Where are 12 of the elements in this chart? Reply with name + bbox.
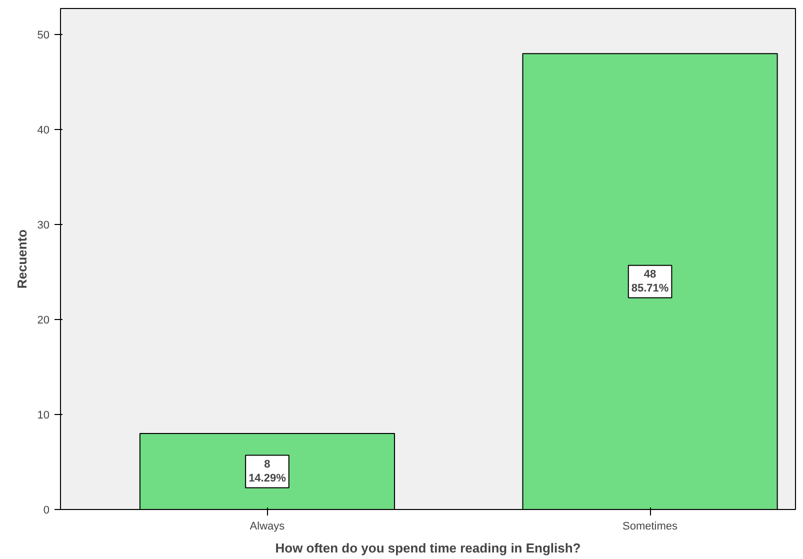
y-tick-label: 20 — [37, 314, 50, 327]
y-tick-label: 40 — [37, 124, 50, 137]
y-tick-label: 50 — [37, 30, 50, 42]
y-tick-label: 30 — [37, 220, 50, 232]
x-axis-title: How often do you spend time reading in English? — [275, 540, 581, 556]
x-tick-label: Sometimes — [622, 520, 678, 532]
x-tick-label: Always — [250, 520, 286, 532]
y-tick-label: 10 — [37, 410, 50, 422]
y-tick-label: 0 — [43, 504, 50, 516]
data-label: 8 14.29% — [248, 458, 286, 485]
y-axis-title: Recuento — [14, 229, 30, 289]
data-label: 48 85.71% — [631, 268, 669, 295]
